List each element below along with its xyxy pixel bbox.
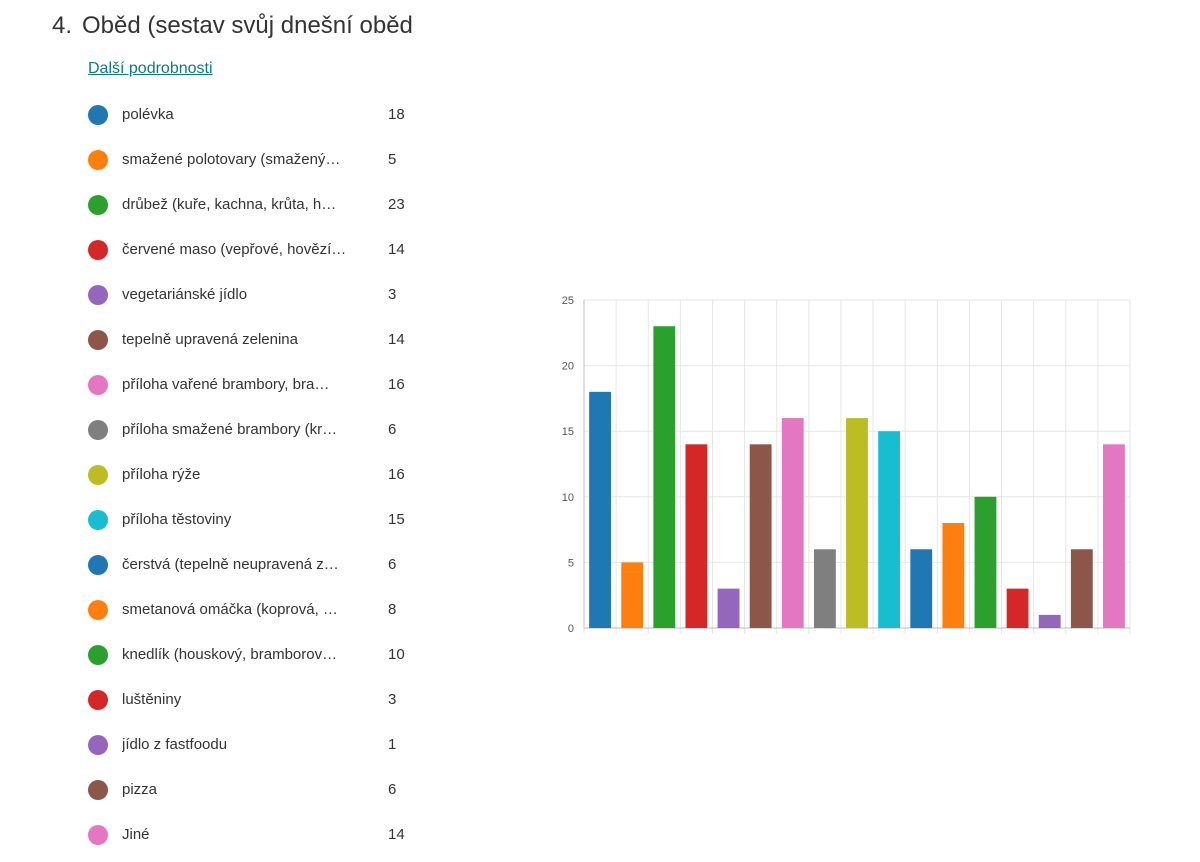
legend-item: tepelně upravená zelenina 14 [88, 317, 428, 362]
legend-color-dot [88, 734, 108, 755]
legend-count: 23 [388, 196, 405, 213]
bar [1070, 549, 1093, 628]
legend-color-dot [88, 104, 108, 125]
bar [974, 496, 997, 628]
legend-item: luštěniny 3 [88, 677, 428, 722]
legend-color-dot [88, 554, 108, 575]
legend-label: polévka [122, 106, 174, 123]
legend-color-dot [88, 149, 108, 170]
bar [942, 523, 965, 628]
legend-count: 14 [388, 826, 405, 843]
legend-label: příloha rýže [122, 466, 201, 483]
legend-color-dot [88, 329, 108, 350]
legend-count: 5 [388, 151, 397, 168]
legend-count: 8 [388, 601, 397, 618]
legend-item: příloha rýže 16 [88, 452, 428, 497]
legend-label: jídlo z fastfoodu [122, 736, 228, 753]
bar [1103, 444, 1125, 628]
legend-label: Jiné [122, 826, 150, 843]
bar [717, 588, 740, 628]
legend-label: tepelně upravená zelenina [122, 331, 298, 348]
legend-item: příloha vařené brambory, bra… 16 [88, 362, 428, 407]
y-tick-label: 25 [562, 295, 574, 307]
legend-count: 15 [388, 511, 405, 528]
question-title: Oběd (sestav svůj dnešní oběd [82, 12, 413, 39]
legend-color-dot [88, 374, 108, 395]
y-tick-label: 15 [562, 426, 574, 438]
legend-count: 14 [388, 331, 405, 348]
legend-count: 14 [388, 241, 405, 258]
legend-label: příloha vařené brambory, bra… [122, 376, 330, 393]
legend-label: čerstvá (tepelně neupravená z… [122, 556, 339, 573]
bar [685, 444, 708, 628]
legend-item: polévka 18 [88, 92, 428, 137]
legend-label: smetanová omáčka (koprová, … [122, 601, 338, 618]
bar [1006, 588, 1029, 628]
bar [749, 444, 772, 628]
bar [653, 326, 676, 628]
bar [846, 418, 868, 628]
legend-item: knedlík (houskový, bramborov… 10 [88, 632, 428, 677]
legend-color-dot [88, 239, 108, 260]
legend-color-dot [88, 419, 108, 440]
legend-color-dot [88, 284, 108, 305]
legend-label: příloha těstoviny [122, 511, 232, 528]
legend-color-dot [88, 599, 108, 620]
legend-color-dot [88, 824, 108, 845]
legend-label: příloha smažené brambory (kr… [122, 421, 338, 438]
legend-item: Jiné 14 [88, 812, 428, 857]
bar [781, 418, 804, 628]
legend-count: 16 [388, 376, 405, 393]
legend-color-dot [88, 509, 108, 530]
legend-item: jídlo z fastfoodu 1 [88, 722, 428, 767]
legend-label: vegetariánské jídlo [122, 286, 248, 303]
legend-count: 18 [388, 106, 405, 123]
legend-count: 1 [388, 736, 397, 753]
legend-color-dot [88, 689, 108, 710]
y-tick-label: 0 [568, 623, 574, 635]
legend-label: drůbež (kuře, kachna, krůta, h… [122, 196, 337, 213]
bar [910, 549, 933, 628]
chart-legend: polévka 18 smažené polotovary (smažený… 5 dr… [88, 92, 428, 857]
legend-count: 3 [388, 691, 397, 708]
y-tick-label: 5 [568, 557, 574, 569]
legend-color-dot [88, 464, 108, 485]
bar [621, 562, 644, 628]
legend-label: knedlík (houskový, bramborov… [122, 646, 338, 663]
legend-label: luštěniny [122, 691, 182, 708]
question-header: 4. Oběd (sestav svůj dnešní oběd [52, 12, 413, 40]
legend-item: drůbež (kuře, kachna, krůta, h… 23 [88, 182, 428, 227]
y-tick-label: 10 [562, 492, 574, 504]
bar-chart: 0 5 10 15 20 25 [540, 282, 1160, 652]
legend-item: příloha těstoviny 15 [88, 497, 428, 542]
bar [813, 549, 836, 628]
bar [1038, 614, 1061, 628]
legend-count: 6 [388, 421, 397, 438]
y-tick-label: 20 [562, 361, 574, 373]
legend-item: pizza 6 [88, 767, 428, 812]
question-number: 4. [52, 12, 73, 39]
legend-color-dot [88, 779, 108, 800]
legend-color-dot [88, 644, 108, 665]
legend-count: 6 [388, 781, 397, 798]
legend-item: příloha smažené brambory (kr… 6 [88, 407, 428, 452]
legend-item: čerstvá (tepelně neupravená z… 6 [88, 542, 428, 587]
legend-count: 10 [388, 646, 405, 663]
legend-label: pizza [122, 781, 158, 798]
legend-item: smetanová omáčka (koprová, … 8 [88, 587, 428, 632]
legend-count: 6 [388, 556, 397, 573]
bar [589, 391, 611, 628]
legend-item: červené maso (vepřové, hovězí… 14 [88, 227, 428, 272]
legend-item: vegetariánské jídlo 3 [88, 272, 428, 317]
legend-color-dot [88, 194, 108, 215]
legend-count: 3 [388, 286, 397, 303]
bar [878, 431, 901, 628]
legend-label: červené maso (vepřové, hovězí… [122, 241, 347, 258]
bar-chart-svg: 0 5 10 15 20 25 [562, 295, 1131, 635]
more-details-link[interactable]: Další podrobnosti [88, 60, 213, 77]
legend-label: smažené polotovary (smažený… [122, 151, 341, 168]
legend-item: smažené polotovary (smažený… 5 [88, 137, 428, 182]
legend-count: 16 [388, 466, 405, 483]
